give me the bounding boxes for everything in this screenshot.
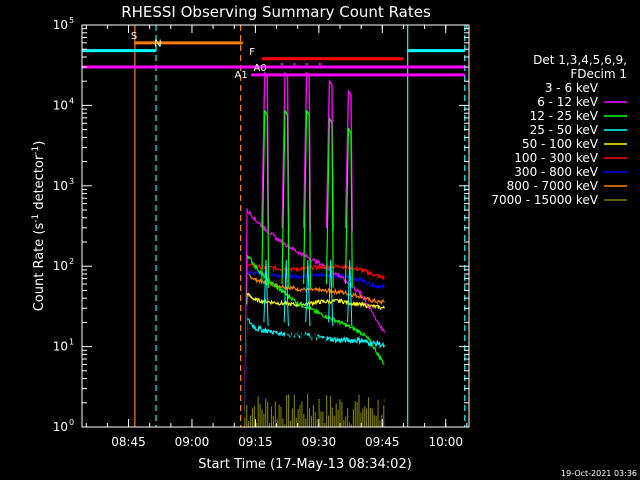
legend-title: Det 1,3,4,5,6,9,	[533, 53, 627, 67]
spike-green-0	[261, 109, 270, 288]
spike-cyan-0	[263, 259, 269, 327]
y-axis-label-sup2: -1	[31, 146, 41, 155]
spike-green-2	[303, 109, 311, 288]
chart-title: RHESSI Observing Summary Count Rates	[121, 3, 431, 21]
y-axis-label-sup1: -1	[31, 214, 41, 223]
y-tick-exp-5: 5	[69, 16, 74, 25]
legend-label-5: 100 - 300 keV	[514, 151, 598, 165]
legend-label-3: 25 - 50 keV	[530, 123, 599, 137]
y-tick-exp-0: 0	[69, 418, 74, 427]
x-tick-label-2: 09:15	[238, 435, 273, 449]
a0-dot-2	[306, 63, 309, 66]
plot-frame	[81, 24, 470, 428]
y-tick-exp-4: 4	[69, 96, 74, 105]
a0-dot-1	[293, 63, 296, 66]
flag-label-A1: A1	[234, 70, 247, 81]
spike-cyan-3	[328, 259, 334, 327]
spike-green-3	[325, 117, 334, 288]
spike-cyan-2	[305, 259, 311, 327]
y-axis-label-main: Count Rate (s	[32, 223, 47, 312]
y-tick-exp-1: 1	[69, 338, 74, 347]
legend-label-0: 3 - 6 keV	[545, 81, 599, 95]
flag-label-1: N	[154, 39, 161, 50]
legend-label-2: 12 - 25 keV	[530, 109, 599, 123]
legend-label-4: 50 - 100 keV	[522, 137, 599, 151]
flag-label-3: F	[249, 47, 255, 58]
series-line-4	[244, 292, 385, 413]
spike-green-1	[281, 109, 290, 288]
spike-cyan-4	[347, 259, 353, 327]
y-tick-exp-2: 2	[69, 257, 74, 266]
spike-green-4	[344, 127, 353, 288]
y-axis-label: Count Rate (s-1 detector-1)	[31, 141, 47, 312]
y-axis-label-end: )	[32, 141, 47, 146]
y-tick-label-5: 10	[53, 18, 68, 32]
a0-dot-3	[318, 63, 321, 66]
y-tick-label-0: 10	[53, 420, 68, 434]
legend-label-1: 6 - 12 keV	[537, 95, 599, 109]
y-axis-label-mid: detector	[32, 154, 47, 214]
flag-label-0: S	[131, 31, 137, 42]
legend-subtitle: FDecim 1	[570, 67, 627, 81]
x-axis-label: Start Time (17-May-13 08:34:02)	[198, 457, 412, 472]
y-tick-label-3: 10	[53, 179, 68, 193]
x-tick-label-0: 08:45	[111, 435, 146, 449]
y-tick-label-4: 10	[53, 98, 68, 112]
y-tick-exp-3: 3	[69, 177, 74, 186]
spike-cyan-1	[283, 259, 289, 327]
y-tick-label-1: 10	[53, 340, 68, 354]
plot-area: S N F A0 A1	[82, 25, 466, 427]
x-tick-label-3: 09:30	[302, 435, 337, 449]
x-tick-label-5: 10:00	[428, 435, 463, 449]
series-line-3	[244, 316, 385, 413]
a0-dot-0	[280, 63, 283, 66]
date-stamp: 19-Oct-2021 03:36	[561, 469, 637, 478]
x-tick-label-1: 09:00	[175, 435, 210, 449]
legend-label-7: 800 - 7000 keV	[507, 179, 599, 193]
x-tick-label-4: 09:45	[365, 435, 400, 449]
legend-label-6: 300 - 800 keV	[514, 165, 598, 179]
flag-label-5: A0	[254, 63, 267, 74]
y-tick-label-2: 10	[53, 259, 68, 273]
legend-label-8: 7000 - 15000 keV	[491, 193, 598, 207]
